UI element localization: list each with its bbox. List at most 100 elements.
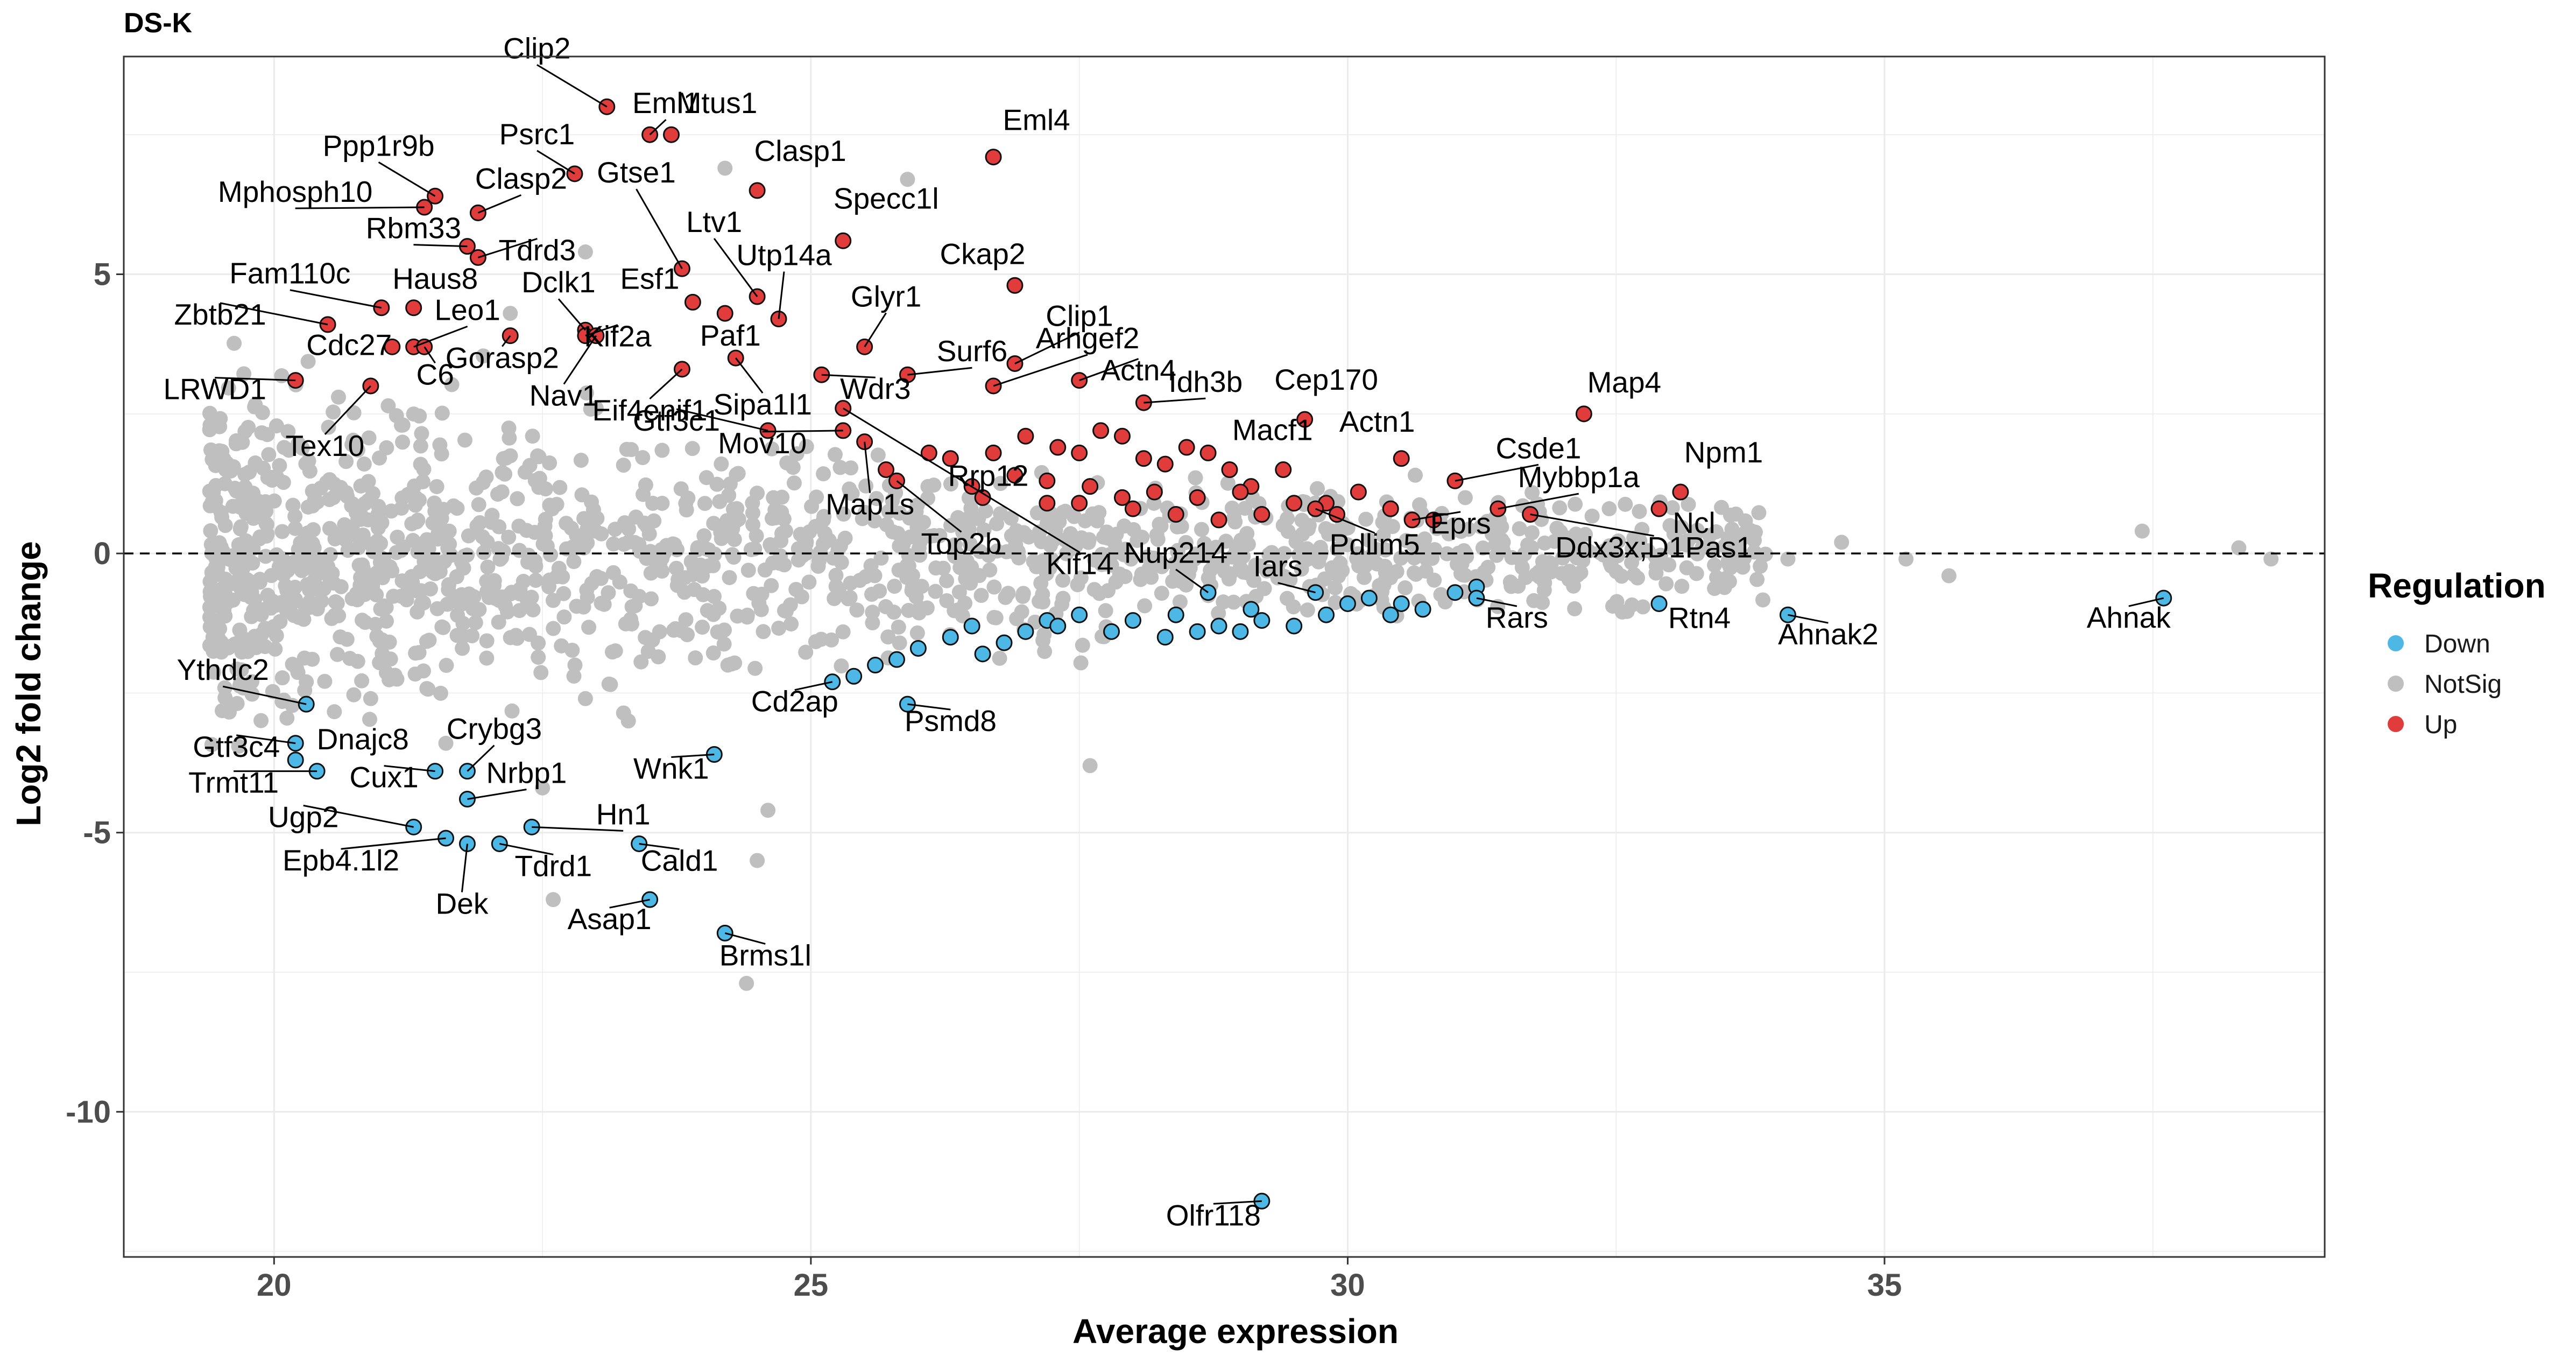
- point-notsig: [413, 438, 428, 454]
- gene-label: Map1s: [825, 488, 914, 521]
- point-notsig: [998, 589, 1013, 605]
- point-down: [1253, 612, 1271, 629]
- point-notsig: [813, 544, 828, 560]
- point-notsig: [1150, 531, 1166, 547]
- point-notsig: [832, 460, 848, 475]
- point-notsig: [842, 589, 858, 605]
- point-notsig: [786, 475, 802, 491]
- gene-label: Clasp1: [754, 134, 846, 167]
- point-notsig: [416, 461, 432, 477]
- point-notsig: [1134, 530, 1150, 545]
- point-notsig: [988, 610, 1004, 626]
- point-notsig: [955, 608, 970, 623]
- point-down: [1071, 606, 1088, 623]
- point-notsig: [471, 602, 487, 617]
- point-notsig: [402, 581, 418, 596]
- gene-label: Clip1: [1046, 299, 1113, 332]
- point-notsig: [1188, 470, 1203, 486]
- point-notsig: [1042, 560, 1057, 576]
- point-notsig: [722, 476, 738, 491]
- point-notsig: [901, 548, 916, 564]
- point-notsig: [1331, 527, 1347, 543]
- gene-label: Trmt11: [188, 766, 279, 799]
- point-notsig: [951, 584, 967, 600]
- gene-label: Specc1l: [834, 181, 939, 215]
- point-notsig: [1605, 599, 1620, 614]
- point-notsig: [277, 440, 292, 455]
- gene-label: Nup214: [1124, 536, 1228, 570]
- point-notsig: [525, 428, 540, 444]
- gene-label: Rrp12: [948, 459, 1029, 493]
- point-notsig: [512, 603, 527, 619]
- gene-label: Pdlim5: [1330, 528, 1420, 561]
- leader-line: [563, 335, 597, 385]
- point-notsig: [490, 487, 506, 502]
- point-notsig: [225, 459, 241, 475]
- gene-label: Kif2a: [584, 320, 652, 353]
- legend-key: [2388, 635, 2404, 651]
- point-notsig: [259, 427, 275, 442]
- point-notsig: [395, 417, 411, 433]
- gene-label: Csde1: [1495, 431, 1581, 465]
- gene-label: Tdrd1: [514, 849, 592, 882]
- point-notsig: [2134, 523, 2150, 539]
- point-notsig: [434, 405, 450, 421]
- point-notsig: [665, 536, 681, 552]
- point-notsig: [947, 537, 963, 553]
- leader-line: [993, 354, 1088, 387]
- point-notsig: [816, 466, 831, 482]
- point-notsig: [533, 665, 549, 680]
- point-notsig: [621, 534, 637, 550]
- point-notsig: [328, 594, 343, 609]
- leader-line: [236, 734, 296, 744]
- point-notsig: [1227, 514, 1243, 530]
- gene-label: Dnajc8: [317, 722, 409, 756]
- point-up: [974, 489, 991, 506]
- point-notsig: [950, 510, 966, 525]
- point-notsig: [486, 578, 502, 593]
- point-notsig: [1194, 522, 1209, 537]
- y-axis-title: Log2 fold change: [9, 541, 48, 826]
- point-notsig: [1561, 572, 1577, 587]
- point-notsig: [771, 620, 787, 636]
- point-notsig: [753, 602, 769, 617]
- point-notsig: [369, 587, 384, 602]
- point-notsig: [654, 442, 670, 458]
- point-notsig: [280, 563, 295, 578]
- point-down: [888, 651, 905, 668]
- point-notsig: [1749, 572, 1765, 587]
- legend-key: [2388, 716, 2404, 732]
- point-notsig: [479, 633, 495, 649]
- point-notsig: [1073, 655, 1089, 671]
- gene-label: Paf1: [700, 319, 761, 352]
- leader-line: [1213, 1200, 1262, 1205]
- point-notsig: [1067, 509, 1082, 524]
- point-notsig: [1178, 535, 1194, 550]
- gene-label: Olfr118: [1166, 1198, 1261, 1232]
- point-notsig: [206, 643, 221, 659]
- point-notsig: [1661, 557, 1677, 573]
- point-notsig: [287, 521, 303, 536]
- point-notsig: [331, 389, 347, 405]
- point-down: [845, 668, 863, 685]
- point-notsig: [361, 493, 376, 509]
- point-notsig: [350, 540, 366, 556]
- point-up: [1199, 444, 1217, 461]
- point-notsig: [466, 589, 482, 605]
- point-notsig: [1351, 558, 1367, 574]
- point-down: [1414, 601, 1431, 618]
- point-notsig: [566, 669, 582, 684]
- point-notsig: [1154, 586, 1169, 601]
- point-notsig: [1201, 570, 1216, 586]
- point-down: [1232, 623, 1249, 640]
- point-notsig: [1035, 594, 1050, 610]
- point-notsig: [361, 430, 377, 446]
- leader-line: [413, 325, 468, 348]
- point-notsig: [331, 608, 347, 623]
- point-notsig: [491, 540, 506, 556]
- leader-line: [384, 765, 435, 772]
- point-notsig: [412, 408, 427, 424]
- point-notsig: [412, 564, 428, 579]
- point-notsig: [217, 608, 233, 624]
- point-notsig: [543, 547, 559, 563]
